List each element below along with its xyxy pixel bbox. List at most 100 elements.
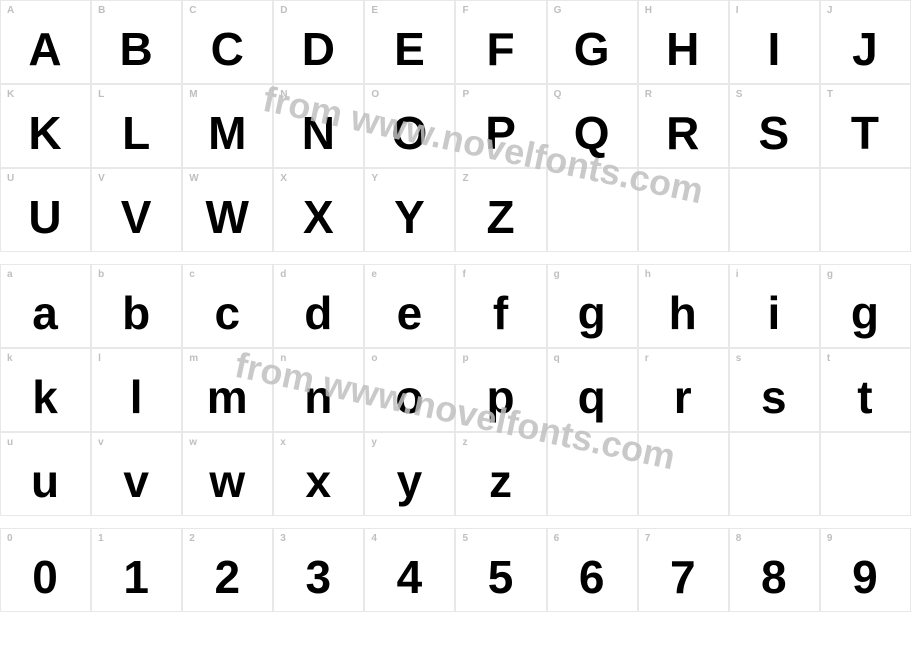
glyph-cell: OO [364, 84, 455, 168]
cell-key-label: h [645, 269, 651, 280]
glyph-row: aabbccddeeffgghhiigg [0, 264, 911, 348]
cell-glyph: X [303, 190, 335, 244]
glyph-cell: PP [455, 84, 546, 168]
glyph-cell: 88 [729, 528, 820, 612]
glyph-cell: aa [0, 264, 91, 348]
glyph-cell: ee [364, 264, 455, 348]
cell-glyph: 1 [123, 550, 150, 604]
glyph-cell: TT [820, 84, 911, 168]
cell-key-label: N [280, 89, 287, 100]
cell-glyph: 3 [306, 550, 333, 604]
glyph-cell: JJ [820, 0, 911, 84]
glyph-cell: VV [91, 168, 182, 252]
cell-glyph: a [32, 286, 59, 340]
cell-glyph: 7 [670, 550, 697, 604]
cell-glyph: G [574, 22, 611, 76]
cell-key-label: x [280, 437, 286, 448]
cell-key-label: b [98, 269, 104, 280]
cell-glyph: J [852, 22, 879, 76]
cell-glyph: h [669, 286, 698, 340]
glyph-cell: LL [91, 84, 182, 168]
cell-glyph: C [211, 22, 245, 76]
glyph-cell: KK [0, 84, 91, 168]
cell-glyph: D [302, 22, 336, 76]
glyph-cell: kk [0, 348, 91, 432]
glyph-row: uuvvwwxxyyzz [0, 432, 911, 516]
cell-key-label: S [736, 89, 743, 100]
cell-glyph: f [493, 286, 509, 340]
cell-key-label: J [827, 5, 833, 16]
cell-glyph: R [666, 106, 700, 160]
cell-key-label: a [7, 269, 13, 280]
cell-key-label: f [462, 269, 465, 280]
glyph-cell: ss [729, 348, 820, 432]
glyph-cell: CC [182, 0, 273, 84]
cell-key-label: n [280, 353, 286, 364]
cell-key-label: 0 [7, 533, 13, 544]
cell-glyph: 0 [32, 550, 59, 604]
glyph-cell: gg [820, 264, 911, 348]
glyph-cell: ff [455, 264, 546, 348]
cell-glyph: c [214, 286, 241, 340]
glyph-cell [820, 168, 911, 252]
cell-glyph: k [32, 370, 59, 424]
cell-glyph: B [120, 22, 154, 76]
glyph-cell: WW [182, 168, 273, 252]
cell-key-label: 8 [736, 533, 742, 544]
glyph-cell: ZZ [455, 168, 546, 252]
cell-key-label: l [98, 353, 101, 364]
cell-key-label: v [98, 437, 104, 448]
glyph-block-lower: aabbccddeeffgghhiiggkkllmmnnooppqqrrsstt… [0, 264, 911, 516]
cell-key-label: E [371, 5, 378, 16]
cell-key-label: Z [462, 173, 468, 184]
glyph-cell: ww [182, 432, 273, 516]
cell-key-label: A [7, 5, 14, 16]
glyph-cell: YY [364, 168, 455, 252]
glyph-cell: tt [820, 348, 911, 432]
cell-key-label: e [371, 269, 377, 280]
cell-glyph: m [207, 370, 249, 424]
glyph-cell: pp [455, 348, 546, 432]
cell-key-label: V [98, 173, 105, 184]
cell-key-label: 4 [371, 533, 377, 544]
cell-glyph: i [767, 286, 781, 340]
cell-key-label: C [189, 5, 196, 16]
cell-key-label: F [462, 5, 468, 16]
cell-glyph: A [28, 22, 62, 76]
cell-key-label: R [645, 89, 652, 100]
cell-key-label: y [371, 437, 377, 448]
cell-glyph: b [122, 286, 151, 340]
glyph-cell: 33 [273, 528, 364, 612]
glyph-row: UUVVWWXXYYZZ [0, 168, 911, 252]
cell-key-label: L [98, 89, 104, 100]
glyph-cell: GG [547, 0, 638, 84]
glyph-row: kkllmmnnooppqqrrsstt [0, 348, 911, 432]
cell-key-label: t [827, 353, 830, 364]
cell-glyph: 6 [579, 550, 606, 604]
glyph-cell: mm [182, 348, 273, 432]
cell-glyph: Y [394, 190, 426, 244]
cell-key-label: D [280, 5, 287, 16]
glyph-row: 00112233445566778899 [0, 528, 911, 612]
cell-glyph: H [666, 22, 700, 76]
cell-glyph: V [121, 190, 153, 244]
glyph-cell: dd [273, 264, 364, 348]
glyph-cell: XX [273, 168, 364, 252]
cell-key-label: d [280, 269, 286, 280]
cell-glyph: 5 [488, 550, 515, 604]
glyph-cell: ll [91, 348, 182, 432]
cell-glyph: T [851, 106, 880, 160]
cell-glyph: w [209, 454, 246, 508]
cell-key-label: o [371, 353, 377, 364]
glyph-cell: nn [273, 348, 364, 432]
glyph-cell [547, 168, 638, 252]
cell-glyph: Q [574, 106, 611, 160]
glyph-cell: FF [455, 0, 546, 84]
glyph-cell: hh [638, 264, 729, 348]
glyph-cell: oo [364, 348, 455, 432]
glyph-cell [547, 432, 638, 516]
cell-key-label: w [189, 437, 197, 448]
glyph-cell: AA [0, 0, 91, 84]
glyph-cell: 22 [182, 528, 273, 612]
glyph-cell: UU [0, 168, 91, 252]
